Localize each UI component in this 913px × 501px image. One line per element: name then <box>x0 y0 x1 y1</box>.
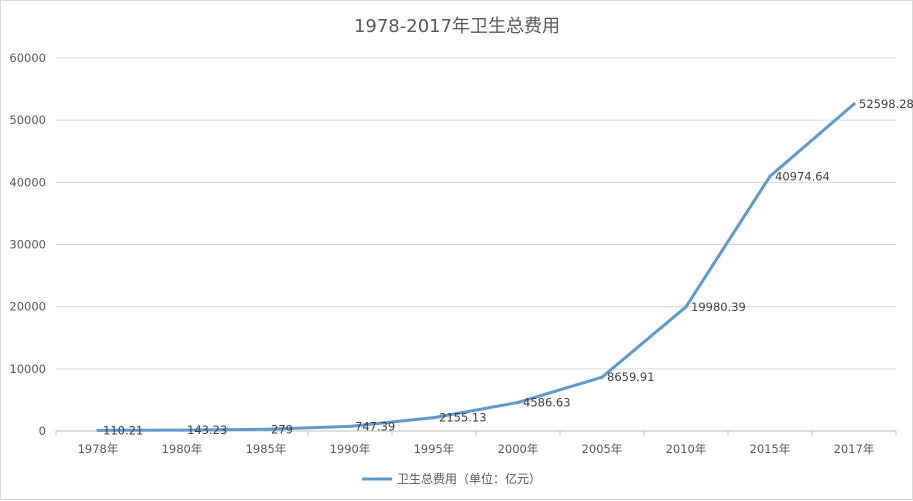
y-axis-ticks: 0 10000 20000 30000 40000 50000 60000 <box>9 51 46 438</box>
data-point <box>684 305 688 309</box>
data-label: 40974.64 <box>775 169 830 183</box>
y-tick-label: 20000 <box>9 300 46 314</box>
data-labels: 110.21 143.23 279 747.39 2155.13 4586.63 8659.… <box>103 97 913 437</box>
data-point <box>600 375 604 379</box>
data-label: 110.21 <box>103 423 143 437</box>
y-tick-label: 10000 <box>9 362 46 376</box>
gridlines <box>56 57 896 432</box>
data-point <box>516 400 520 405</box>
series-layer <box>96 102 856 432</box>
x-tick-label: 2017年 <box>834 442 875 456</box>
data-point <box>768 174 772 178</box>
x-tick-label: 1990年 <box>330 442 371 456</box>
data-label: 279 <box>271 422 293 436</box>
data-point <box>432 416 436 420</box>
data-point <box>348 424 352 428</box>
data-label: 4586.63 <box>523 395 571 409</box>
y-tick-label: 50000 <box>9 113 46 127</box>
y-tick-label: 40000 <box>9 175 46 189</box>
x-tick-label: 1978年 <box>78 442 119 456</box>
chart-title: 1978-2017年卫生总费用 <box>354 16 560 37</box>
x-tick-label: 1980年 <box>162 442 203 456</box>
y-tick-label: 30000 <box>9 238 46 252</box>
data-point <box>180 428 184 432</box>
data-label: 52598.28 <box>859 97 913 111</box>
data-point <box>96 428 100 432</box>
data-label: 747.39 <box>355 419 395 433</box>
data-label: 143.23 <box>187 423 227 437</box>
data-label: 8659.91 <box>607 370 655 384</box>
y-tick-label: 0 <box>39 424 46 438</box>
x-tick-label: 1985年 <box>246 442 287 456</box>
x-tick-label: 2015年 <box>750 442 791 456</box>
x-tick-label: 2005年 <box>582 442 623 456</box>
data-point <box>852 102 856 106</box>
data-label: 2155.13 <box>439 411 487 425</box>
data-label: 19980.39 <box>691 300 746 314</box>
data-point <box>264 427 268 431</box>
legend-entry: 卫生总费用（单位：亿元） <box>397 471 541 486</box>
legend: 卫生总费用（单位：亿元） <box>362 471 541 486</box>
x-axis-ticks: 1978年 1980年 1985年 1990年 1995年 2000年 2005年 2010年… <box>55 431 897 456</box>
x-tick-label: 2010年 <box>666 442 707 456</box>
x-tick-label: 2000年 <box>498 442 539 456</box>
series-line <box>96 102 856 432</box>
x-tick-label: 1995年 <box>414 442 455 456</box>
y-tick-label: 60000 <box>9 51 46 65</box>
